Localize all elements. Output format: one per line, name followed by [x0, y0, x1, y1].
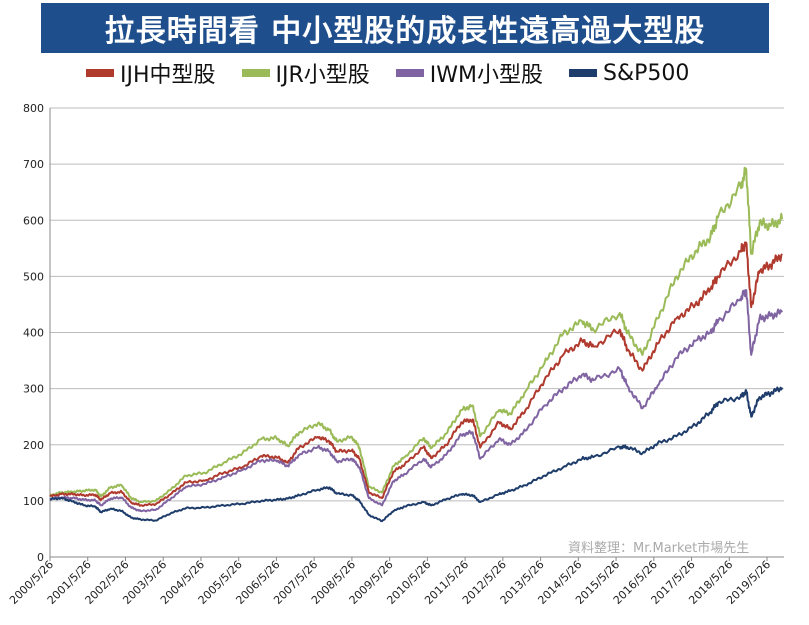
series-line-iwm — [49, 289, 783, 513]
y-tick-label: 400 — [23, 327, 44, 340]
legend-label-ijh: IJH中型股 — [120, 63, 216, 88]
y-tick-label: 500 — [23, 270, 44, 283]
y-tick-label: 700 — [23, 158, 44, 171]
y-tick-label: 300 — [23, 383, 44, 396]
y-tick-label: 200 — [23, 439, 44, 452]
legend-swatch-iwm — [395, 69, 424, 77]
y-tick-label: 100 — [23, 495, 44, 508]
y-tick-label: 0 — [37, 551, 44, 564]
legend-label-ijr: IJR小型股 — [275, 63, 370, 88]
series-line-ijh — [49, 241, 783, 507]
legend-item-sp500: S&P500 — [569, 61, 689, 86]
legend-label-sp500: S&P500 — [603, 60, 690, 86]
legend-item-ijr: IJR小型股 — [241, 57, 370, 89]
legend-label-iwm: IWM小型股 — [429, 63, 544, 88]
gridlines — [50, 107, 784, 558]
x-axis: 2000/5/262001/5/262002/5/262003/5/262004… — [7, 557, 773, 607]
series-lines — [49, 166, 784, 523]
legend-swatch-ijh — [86, 69, 114, 77]
legend-item-ijh: IJH中型股 — [86, 57, 216, 89]
y-tick-label: 600 — [23, 214, 44, 227]
legend-swatch-sp500 — [569, 69, 598, 77]
legend-swatch-ijr — [241, 69, 270, 77]
chart-title: 拉長時間看 中小型股的成長性遠高過大型股 — [104, 14, 706, 49]
source-note: 資料整理：Mr.Market市場先生 — [568, 540, 749, 556]
y-axis: 0 100 200 300 400 500 600 700 800 — [23, 102, 51, 564]
series-line-ijr — [49, 166, 784, 504]
legend: IJH中型股 IJR小型股 IWM小型股 S&P500 — [86, 58, 715, 88]
legend-item-iwm: IWM小型股 — [395, 57, 544, 89]
y-tick-label: 800 — [23, 102, 44, 115]
series-line-sp500 — [49, 386, 784, 523]
title-banner: 拉長時間看 中小型股的成長性遠高過大型股 — [41, 3, 769, 53]
